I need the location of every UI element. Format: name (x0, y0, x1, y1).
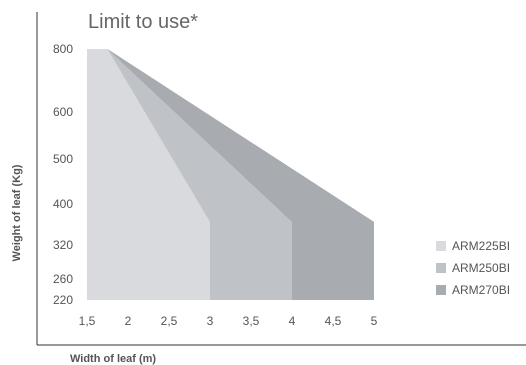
x-tick-label: 3,5 (243, 314, 260, 328)
x-tick-label: 2 (125, 314, 132, 328)
chart-areas (87, 49, 374, 300)
y-tick-label: 400 (53, 197, 73, 211)
legend-swatch-arm250bi (436, 263, 446, 273)
legend-swatch-arm270bi (436, 285, 446, 295)
y-tick-label: 800 (53, 42, 73, 56)
x-tick-label: 4 (289, 314, 296, 328)
y-tick-label: 220 (53, 293, 73, 307)
legend-swatch-arm225bi (436, 241, 446, 251)
legend-label-arm270bi: ARM270BI (452, 283, 510, 297)
x-tick-label: 2,5 (161, 314, 178, 328)
x-tick-labels: 1,5 2 2,5 3 3,5 4 4,5 5 (79, 314, 378, 328)
x-tick-label: 5 (371, 314, 378, 328)
x-axis-title: Width of leaf (m) (70, 353, 156, 365)
chart-legend: ARM225BI ARM250BI ARM270BI (436, 239, 510, 297)
y-tick-label: 320 (53, 238, 73, 252)
y-axis-title: Weight of leaf (Kg) (11, 164, 23, 261)
y-tick-label: 500 (53, 152, 73, 166)
x-tick-label: 3 (207, 314, 214, 328)
y-tick-labels: 800 600 500 400 320 260 220 (53, 42, 73, 307)
chart-title: Limit to use* (88, 11, 198, 33)
y-tick-label: 260 (53, 272, 73, 286)
legend-label-arm250bi: ARM250BI (452, 261, 510, 275)
x-tick-label: 4,5 (325, 314, 342, 328)
area-arm225bi (87, 49, 210, 300)
y-tick-label: 600 (53, 105, 73, 119)
legend-label-arm225bi: ARM225BI (452, 239, 510, 253)
x-tick-label: 1,5 (79, 314, 96, 328)
